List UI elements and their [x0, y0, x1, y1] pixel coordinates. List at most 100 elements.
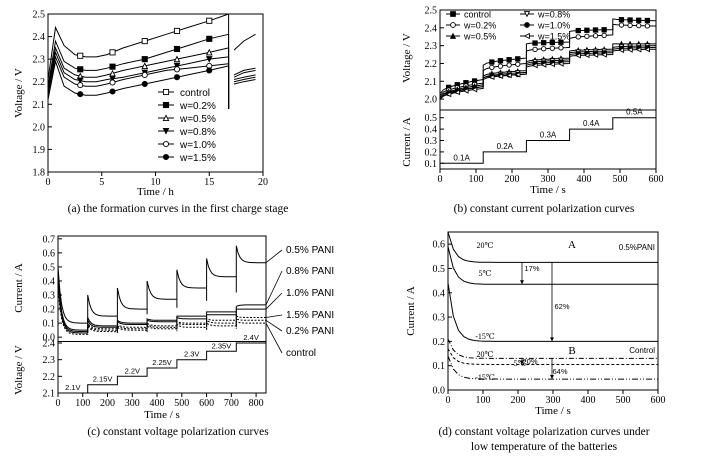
panel-a-legend-label: w=0.2% [179, 101, 216, 112]
panel-d-temperature-label: 5℃ [479, 269, 492, 278]
panel-b-marker [532, 46, 538, 53]
panel-a-marker [173, 27, 181, 34]
panel-b-marker [592, 33, 599, 39]
panel-c-x-tick-label: 0 [56, 398, 61, 409]
panel-d-x-tick-label: 400 [581, 395, 596, 406]
panel-b-marker [557, 60, 564, 67]
panel-b-marker [549, 39, 555, 46]
panel-a-y-tick-label: 2.5 [33, 10, 46, 21]
panel-d-x-tick-label: 100 [476, 395, 491, 406]
panel-c-step-label: 2.2V [125, 366, 140, 375]
panel-b-marker [497, 58, 504, 64]
panel-a-series-line-tail [233, 79, 256, 85]
panel-d-y-axis-title: Current / A [405, 286, 417, 336]
panel-c-series-label: 0.5% PANI [286, 245, 334, 256]
panel-d-current-line [447, 348, 658, 365]
panel-b-y-bottom-tick-label: 0.4 [425, 125, 438, 136]
panel-b-legend-marker [524, 22, 530, 28]
panel-b-marker [541, 40, 547, 46]
panel-d-y-tick-label: 0.1 [433, 361, 446, 372]
caption-b: (b) constant current polarization curves [453, 203, 635, 215]
panel-b-step-label: 0.3A [540, 131, 557, 140]
panel-b-legend-marker [450, 22, 456, 28]
panel-d-y-tick-label: 0.4 [433, 288, 446, 299]
panel-b-voltage-line [439, 18, 657, 95]
panel-b-legend-marker [523, 11, 531, 18]
panel-c-current-line [57, 287, 266, 336]
panel-c-series-label: 1.5% PANI [286, 310, 334, 321]
panel-d-current-line [447, 231, 658, 263]
panel-a-series-line [47, 55, 229, 100]
panel-b-x-tick-label: 100 [469, 174, 484, 185]
panel-c-y-top-tick-label: 0.6 [43, 248, 56, 259]
caption-c: (c) constant voltage polarization curves [87, 426, 269, 438]
panel-a-series-line [47, 13, 229, 84]
panel-b-legend-label: w=0.5% [463, 32, 496, 42]
panel-b-marker [575, 52, 581, 59]
panel-c-y-bottom-tick-label: 2.1 [43, 389, 56, 400]
panel-d-x-axis-title: Time / s [535, 405, 571, 417]
panel-c-label-leader [265, 292, 283, 310]
panel-b-marker [514, 71, 521, 78]
panel-a-x-tick-label: 20 [258, 177, 268, 188]
panel-c-x-tick-label: 200 [100, 398, 115, 409]
panel-a-marker [173, 74, 181, 81]
panel-b-step-label: 0.4A [583, 119, 600, 128]
panel-a-series-line-tail [233, 69, 256, 78]
panel-a-series-line [47, 33, 229, 91]
panel-a-legend-label: w=1.0% [179, 140, 216, 151]
panel-d-temperature-label: 5℃ [514, 359, 527, 368]
panel-b-legend-marker [450, 11, 456, 17]
panel-b-marker [626, 46, 633, 53]
panel-a-series-line-tail [233, 33, 256, 51]
panel-b-marker [515, 61, 521, 67]
panel-b-marker [644, 23, 651, 29]
panel-b-legend-label: w=1.0% [537, 21, 570, 31]
panel-c-y-top-tick-label: 0.1 [43, 319, 56, 330]
panel-d-x-tick-label: 0 [446, 395, 451, 406]
panel-b-marker [549, 61, 555, 68]
panel-d-arrowhead [550, 337, 554, 342]
panel-b-marker [505, 72, 512, 79]
panel-b-x-tick-label: 600 [649, 174, 664, 185]
panel-b-y-bottom-tick-label: 0.2 [425, 147, 438, 158]
panel-b-marker [601, 27, 607, 33]
panel-c-y-top-tick-label: 0.2 [43, 305, 56, 316]
panel-b-marker [592, 27, 599, 33]
panel-d-group-label-b: B [568, 345, 575, 357]
panel-b-legend-marker [449, 32, 457, 39]
panel-b-legend-marker [523, 32, 530, 40]
panel-b-y-top-tick-label: 2.1 [425, 77, 438, 88]
panel-a-y-tick-label: 2.4 [33, 32, 46, 43]
panel-d-arrowhead [520, 360, 524, 365]
panel-c-x-tick-label: 600 [199, 398, 214, 409]
panel-b-marker [531, 62, 538, 69]
panel-a-x-axis-title: Time / h [137, 186, 174, 198]
panel-b-x-tick-label: 500 [613, 174, 628, 185]
panel-b-marker [462, 87, 469, 94]
panel-a-legend-marker [162, 127, 170, 135]
panel-b-marker [506, 62, 512, 68]
panel-d-legend-a: 0.5%PANI [619, 243, 655, 252]
panel-a-series-line [47, 46, 229, 93]
panel-c-y-top-tick-label: 0.4 [43, 276, 56, 287]
panel-b-y-bottom-tick-label: 0.3 [425, 136, 438, 147]
panel-b-marker [618, 47, 625, 54]
panel-b-y-top-tick-label: 2.4 [425, 23, 438, 34]
panel-a-marker [77, 91, 84, 98]
panel-c-step-label: 2.25V [152, 358, 172, 367]
panel-d-y-tick-label: 0.2 [433, 337, 446, 348]
panel-a-x-tick-label: 15 [204, 177, 214, 188]
panel-c-current-line [57, 283, 266, 335]
panel-a-marker [76, 77, 84, 85]
panel-b-marker [488, 74, 495, 81]
panel-b-y-top-tick-label: 2.5 [425, 6, 438, 17]
panel-c-series-label: 0.8% PANI [286, 266, 334, 277]
panel-d-temperature-label: -15℃ [475, 373, 495, 382]
panel-a-marker [109, 49, 116, 56]
panel-b-marker [489, 59, 495, 65]
panel-b-x-axis-title: Time / s [530, 184, 566, 196]
panel-a-marker [173, 45, 181, 53]
panel-c-y-top-tick-label: 0.0 [43, 333, 56, 344]
panel-a-y-axis-title: Voltage / V [13, 68, 25, 118]
